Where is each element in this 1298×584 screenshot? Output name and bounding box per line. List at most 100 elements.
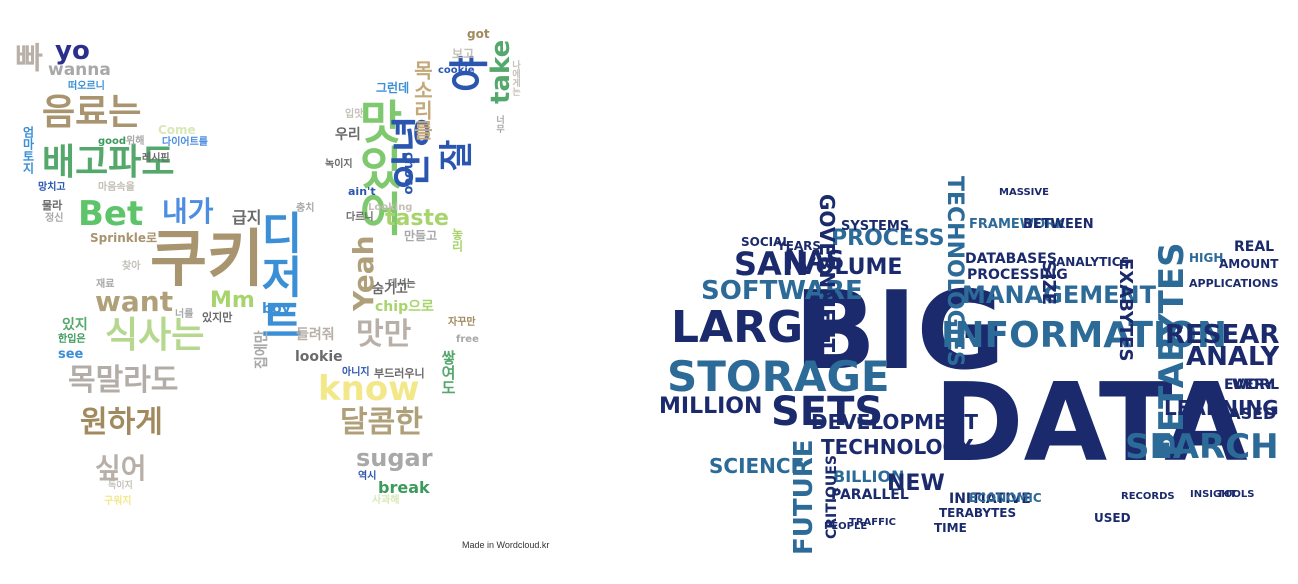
word-ko-49: 마음속을 (98, 182, 135, 193)
word-en-8: SOFTWARE (701, 276, 863, 306)
word-en-40: EVERY (1224, 377, 1275, 393)
word-en-24: TECHNOLOGY (821, 435, 973, 459)
word-ko-76: 쌓여도 (439, 350, 457, 395)
word-ko-72: 다르니 (346, 212, 374, 223)
word-ko-17: 원하게 (80, 405, 163, 440)
word-ko-64: 부드러우니 (374, 367, 425, 380)
word-ko-61: 독이지 (108, 481, 133, 491)
word-en-32: PROCESSING (967, 267, 1068, 283)
word-ko-37: 보고 (452, 47, 475, 61)
word-en-23: DEVELOPMENT (811, 410, 979, 434)
word-en-3: INFORMATION (941, 315, 1228, 356)
word-en-12: PROCESS (831, 226, 945, 251)
word-ko-62: 역시 (358, 471, 377, 482)
word-ko-75: 충치 (296, 203, 315, 214)
word-ko-16: 목말라도 (68, 363, 179, 398)
word-ko-66: 들려줘 (296, 327, 335, 343)
word-ko-68: 자꾸만 (448, 317, 476, 328)
word-ko-19: Yeah (347, 235, 380, 311)
word-en-7: MILLION (659, 394, 763, 419)
word-ko-12: 내가 (162, 195, 214, 228)
word-ko-30: 숨기고 (372, 282, 408, 297)
word-en-31: BASED (1216, 404, 1277, 423)
word-en-25: SCIENCE (709, 454, 805, 478)
word-ko-54: 떠오르니 (68, 81, 105, 92)
word-en-38: YEARS (777, 239, 822, 253)
word-ko-33: 있지 (62, 317, 88, 333)
word-ko-60: 구워지 (104, 496, 132, 507)
word-ko-55: 찾아 (122, 261, 141, 272)
word-en-26: FUTURE (789, 439, 819, 555)
word-en-14: TECHNOLOGIES (942, 176, 967, 367)
word-en-27: BILLION (833, 467, 905, 486)
word-en-11: VOLUME (799, 255, 903, 280)
word-en-1: BIG (794, 269, 1006, 394)
word-ko-23: taste (385, 206, 449, 231)
word-ko-21: 목소리를 (410, 60, 434, 140)
word-en-49: APPLICATIONS (1189, 277, 1279, 290)
word-ko-67: free (456, 334, 479, 345)
word-ko-24: know (318, 369, 420, 409)
word-en-54: RECORDS (1121, 491, 1175, 502)
word-ko-15: 식사는 (105, 315, 205, 356)
word-en-51: MASSIVE (999, 187, 1049, 198)
word-ko-56: 재료 (96, 279, 115, 290)
word-ko-63: 사과해 (372, 495, 400, 506)
word-en-6: SETS (771, 389, 884, 435)
word-en-13: GOVERNMENT (815, 194, 839, 353)
word-ko-39: 그런데 (376, 81, 410, 95)
word-ko-1: 쿠키 (150, 222, 265, 295)
word-ko-27: sugar (356, 444, 433, 472)
word-en-48: AMOUNT (1219, 257, 1279, 271)
word-en-36: BETWEEN (1023, 217, 1094, 232)
word-en-4: LARGE (671, 302, 834, 353)
word-en-55: INSIGHT (1190, 489, 1237, 500)
word-en-41: WORL (1232, 377, 1279, 393)
word-en-43: TERABYTES (939, 506, 1017, 520)
word-ko-11: 빠 (8, 42, 43, 72)
word-ko-78: 너무 (494, 115, 504, 133)
word-en-29: PARALLEL (831, 487, 909, 503)
word-ko-38: cookie (438, 65, 475, 76)
word-ko-32: boy (262, 301, 291, 317)
word-en-50: ECONOMIC (969, 491, 1042, 505)
word-ko-2: 디저트 (252, 210, 303, 342)
word-en-45: USED (1094, 511, 1131, 525)
word-ko-45: good (98, 136, 127, 147)
word-ko-77: 집에만 (254, 330, 270, 369)
word-en-9: SAN (734, 245, 809, 283)
word-en-19: ANALY (1186, 342, 1279, 372)
word-ko-22: 잘 (437, 139, 477, 171)
word-ko-36: got (467, 27, 490, 41)
word-ko-34: see (58, 347, 84, 362)
word-en-20: RESEAR (1165, 320, 1279, 350)
word-en-34: ANALYTICS (1056, 255, 1130, 269)
word-ko-18: 싶어 (95, 452, 147, 485)
word-en-28: NEW (887, 471, 945, 496)
word-ko-41: choco (401, 152, 416, 195)
word-ko-43: 급지 (232, 208, 262, 227)
word-ko-48: 레시핀 (142, 153, 170, 164)
word-en-5: STORAGE (667, 352, 890, 401)
word-ko-70: ain't (348, 185, 376, 198)
word-en-37: SOCIAL (741, 235, 791, 249)
word-ko-35: Sprinkle로 (90, 231, 158, 245)
word-ko-47: 다이어트를 (162, 137, 208, 148)
word-ko-10: wanna (48, 60, 111, 80)
word-en-35: FRAMEWORK (969, 217, 1066, 232)
word-ko-58: 있지만 (202, 311, 233, 324)
word-ko-51: 망치고 (38, 182, 66, 193)
word-ko-25: 맛만 (356, 317, 412, 352)
word-ko-26: 달콤한 (340, 405, 423, 440)
word-en-18: SIZE (1038, 260, 1059, 306)
word-en-39: SYSTEMS (841, 219, 910, 234)
word-ko-46: 위해 (126, 136, 145, 147)
word-ko-44: Come (158, 123, 196, 137)
word-en-56: TOOLS (1217, 489, 1255, 500)
word-ko-28: break (378, 478, 430, 497)
word-ko-52: 물라 (42, 199, 63, 212)
word-ko-14: Mm (210, 288, 255, 313)
word-en-44: TIME (934, 521, 967, 535)
word-en-30: INITIATIVE (949, 491, 1031, 507)
word-ko-79: 나에게는 (510, 60, 520, 96)
